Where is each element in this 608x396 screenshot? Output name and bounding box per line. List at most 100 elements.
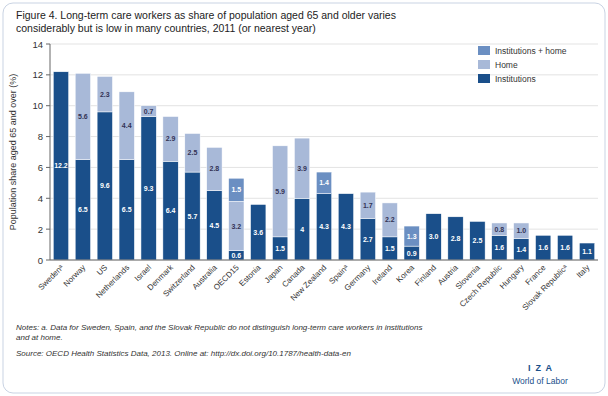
y-tick <box>46 105 50 106</box>
bar <box>229 251 244 260</box>
data-label: 0.6 <box>231 252 241 259</box>
data-label: 0.8 <box>494 226 504 233</box>
frame <box>3 3 605 393</box>
data-label: 3.9 <box>297 165 307 172</box>
y-tick <box>46 44 50 45</box>
data-label: 2.5 <box>188 149 198 156</box>
y-tick-label: 14 <box>32 39 43 50</box>
data-label: 5.7 <box>188 213 198 220</box>
data-label: 1.3 <box>407 233 417 240</box>
data-label: 1.6 <box>538 244 548 251</box>
legend-swatch <box>478 60 490 69</box>
bar <box>75 160 90 260</box>
y-tick <box>46 229 50 230</box>
y-tick-label: 0 <box>38 255 43 266</box>
data-label: 1.4 <box>516 246 526 253</box>
y-axis <box>50 44 51 260</box>
data-label: 4.5 <box>210 222 220 229</box>
grid-line <box>50 260 598 261</box>
data-label: 1.0 <box>516 227 526 234</box>
annotation-line: I Z A <box>528 363 553 373</box>
y-tick <box>46 198 50 199</box>
bar <box>382 237 397 260</box>
x-tick-label: Slovak Republicᵃ <box>521 262 571 312</box>
data-label: 1.5 <box>385 245 395 252</box>
data-label: 1.1 <box>582 248 592 255</box>
bar <box>75 73 90 159</box>
annotation-line: World of Labor <box>512 376 568 386</box>
data-label: 4 <box>300 226 304 233</box>
data-label: 6.4 <box>166 207 176 214</box>
bar <box>163 117 178 162</box>
bar <box>338 194 353 260</box>
data-label: 2.7 <box>363 236 373 243</box>
x-tick-label: US <box>95 263 109 277</box>
data-label: 1.6 <box>494 244 504 251</box>
x-tick-label: OECD15 <box>212 263 241 292</box>
legend-swatch <box>478 46 490 55</box>
bar <box>272 146 287 237</box>
bar <box>579 243 594 260</box>
x-tick-label: Netherlands <box>94 263 131 300</box>
bar <box>119 160 134 260</box>
data-label: 1.6 <box>560 244 570 251</box>
legend-label: Institutions <box>495 74 536 84</box>
annotation: Notes: a. Data for Sweden, Spain, and th… <box>16 323 422 342</box>
data-label: 1.5 <box>275 245 285 252</box>
y-tick <box>46 136 50 137</box>
data-label: 2.9 <box>166 135 176 142</box>
bar <box>294 198 309 260</box>
data-label: 9.6 <box>100 182 110 189</box>
bar <box>360 192 375 218</box>
data-label: 4.4 <box>122 122 132 129</box>
bar <box>294 138 309 198</box>
bar <box>97 76 112 111</box>
bar <box>119 92 134 160</box>
bar <box>207 191 222 260</box>
bar <box>141 106 156 117</box>
bar <box>316 194 331 260</box>
x-tick-label: Ireland <box>371 263 395 287</box>
bar <box>360 218 375 260</box>
bar <box>557 235 572 260</box>
annotation: World of Labor <box>512 376 568 386</box>
y-tick-label: 2 <box>38 224 43 235</box>
bar <box>207 147 222 190</box>
bar <box>470 221 485 260</box>
y-tick-label: 8 <box>38 131 43 142</box>
x-tick-label: New Zealand <box>289 263 329 303</box>
bar <box>514 238 529 260</box>
y-tick <box>46 167 50 168</box>
data-label: 2.3 <box>100 91 110 98</box>
chart: Figure 4. Long-term care workers as shar… <box>0 0 608 396</box>
y-tick <box>46 74 50 75</box>
bar <box>185 133 200 172</box>
data-label: 3.0 <box>429 233 439 240</box>
bar <box>316 172 331 194</box>
data-label: 4.3 <box>341 223 351 230</box>
data-label: 2.2 <box>385 216 395 223</box>
legend: Institutions + home Home Institutions <box>478 46 567 84</box>
bars <box>53 72 594 260</box>
data-label: 3.6 <box>253 229 263 236</box>
data-label: 2.8 <box>451 235 461 242</box>
bar <box>404 226 419 246</box>
data-label: 0.7 <box>144 108 154 115</box>
bar <box>536 235 551 260</box>
legend-label: Institutions + home <box>495 46 567 56</box>
data-label: 5.9 <box>275 188 285 195</box>
data-label: 5.6 <box>78 113 88 120</box>
bar <box>448 217 463 260</box>
bar <box>251 204 266 260</box>
x-axis <box>50 260 598 261</box>
bar <box>185 172 200 260</box>
x-tick-label: Czech Republic <box>458 263 504 309</box>
annotation-line: and at home. <box>16 333 63 342</box>
bar <box>53 72 68 260</box>
x-tick-label: Switzerland <box>161 263 197 299</box>
data-label: 1.7 <box>363 202 373 209</box>
legend-swatch <box>478 74 490 83</box>
data-label: 9.3 <box>144 185 154 192</box>
bar <box>492 235 507 260</box>
legend-label: Home <box>495 60 518 70</box>
